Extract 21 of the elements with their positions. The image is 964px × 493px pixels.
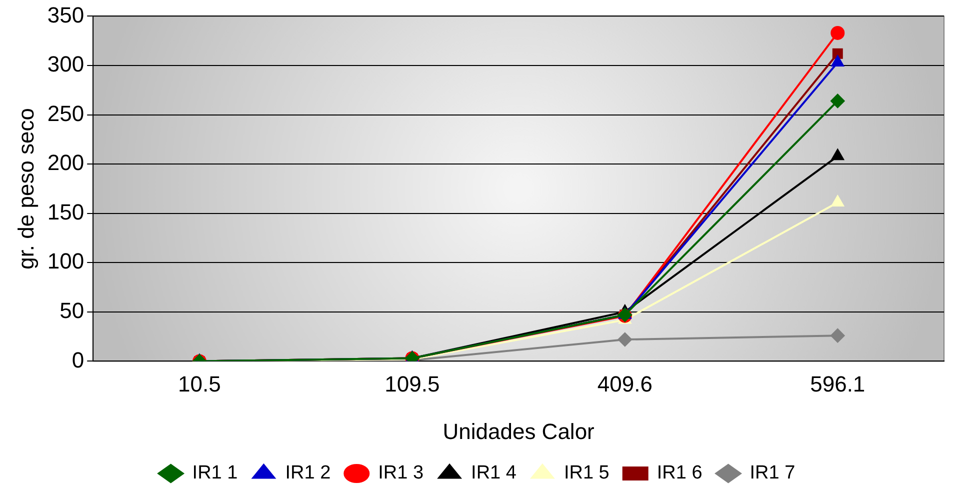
x-axis-title: Unidades Calor [442,418,594,444]
legend-label: IR1 3 [378,462,424,484]
y-tick-label: 350 [47,2,84,28]
y-axis-title: gr. de peso seco [13,108,38,270]
x-tick-label: 109.5 [384,371,440,396]
legend-label: IR1 6 [656,462,702,484]
y-tick-label: 100 [47,248,84,274]
y-tick-label: 50 [60,298,84,323]
y-tick-label: 300 [47,52,84,77]
x-tick-label: 409.6 [597,371,652,396]
x-tick-label: 10.5 [178,371,221,396]
y-tick-label: 250 [47,100,84,126]
legend-label: IR1 7 [750,462,796,484]
legend-label: IR1 5 [564,462,610,484]
legend-label: IR1 1 [192,462,238,484]
legend-label: IR1 2 [285,462,331,484]
y-tick-label: 150 [47,199,84,224]
legend-label: IR1 4 [471,462,517,484]
y-tick-label: 0 [72,347,84,372]
x-tick-label: 596.1 [810,371,866,396]
y-tick-label: 200 [47,150,84,176]
